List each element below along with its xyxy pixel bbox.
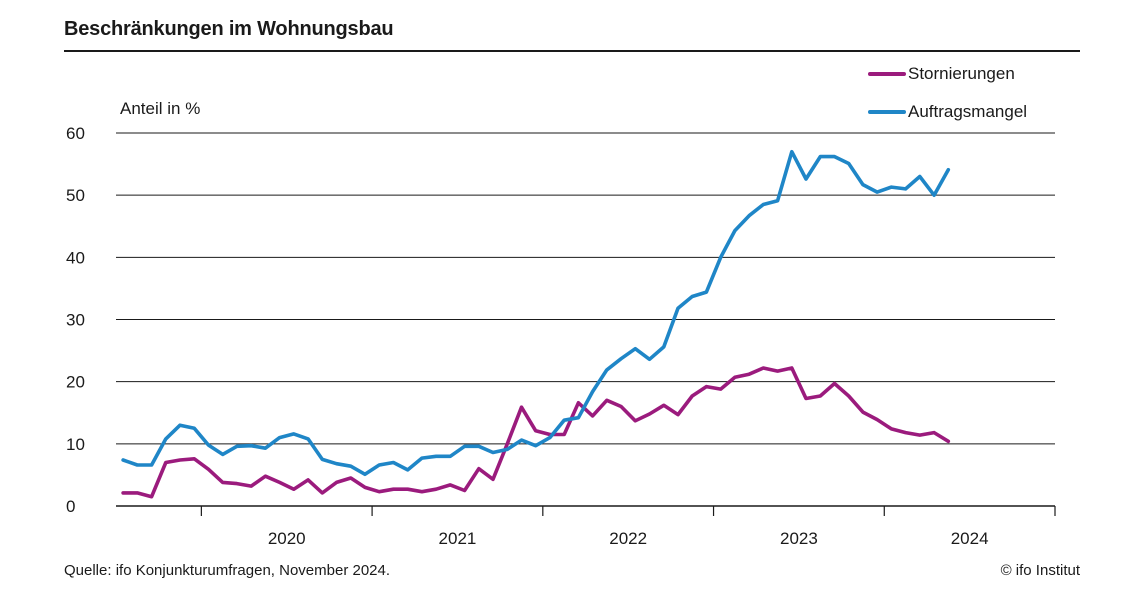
x-tick-label-2023: 2023 bbox=[780, 529, 818, 548]
y-tick-label-0: 0 bbox=[66, 497, 75, 516]
legend-item-stornierungen: Stornierungen bbox=[868, 59, 1027, 89]
x-tick-label-2024: 2024 bbox=[951, 529, 989, 548]
source-note: Quelle: ifo Konjunkturumfragen, November… bbox=[64, 562, 391, 579]
y-tick-labels: 0 10 20 30 40 50 60 bbox=[66, 124, 85, 516]
y-tick-label-20: 20 bbox=[66, 373, 85, 392]
y-tick-label-60: 60 bbox=[66, 124, 85, 143]
x-tick-label-2021: 2021 bbox=[439, 529, 477, 548]
legend-label-stornierungen: Stornierungen bbox=[908, 64, 1015, 83]
y-tick-label-50: 50 bbox=[66, 186, 85, 205]
gridlines bbox=[116, 132, 1055, 445]
title-rule bbox=[64, 50, 1080, 52]
x-axis: 2020 2021 2022 2023 2024 bbox=[116, 505, 1056, 548]
series-line-stornierungen bbox=[121, 366, 951, 499]
copyright-note: © ifo Institut bbox=[1000, 562, 1080, 579]
y-axis-label: Anteil in % bbox=[120, 99, 201, 118]
legend-swatch-stornierungen bbox=[868, 72, 906, 76]
series-line-auftragsmangel bbox=[121, 149, 951, 477]
x-tick-label-2020: 2020 bbox=[268, 529, 306, 548]
x-tick-label-2022: 2022 bbox=[609, 529, 647, 548]
chart-title: Beschränkungen im Wohnungsbau bbox=[64, 18, 394, 40]
legend-swatch-auftragsmangel bbox=[868, 110, 906, 114]
legend-label-auftragsmangel: Auftragsmangel bbox=[908, 102, 1028, 121]
y-tick-label-10: 10 bbox=[66, 435, 85, 454]
y-tick-label-40: 40 bbox=[66, 248, 85, 267]
legend-item-auftragsmangel: Auftragsmangel bbox=[868, 97, 1027, 127]
legend: Stornierungen Auftragsmangel bbox=[868, 59, 1027, 135]
series-lines bbox=[121, 149, 951, 499]
y-tick-label-30: 30 bbox=[66, 311, 85, 330]
